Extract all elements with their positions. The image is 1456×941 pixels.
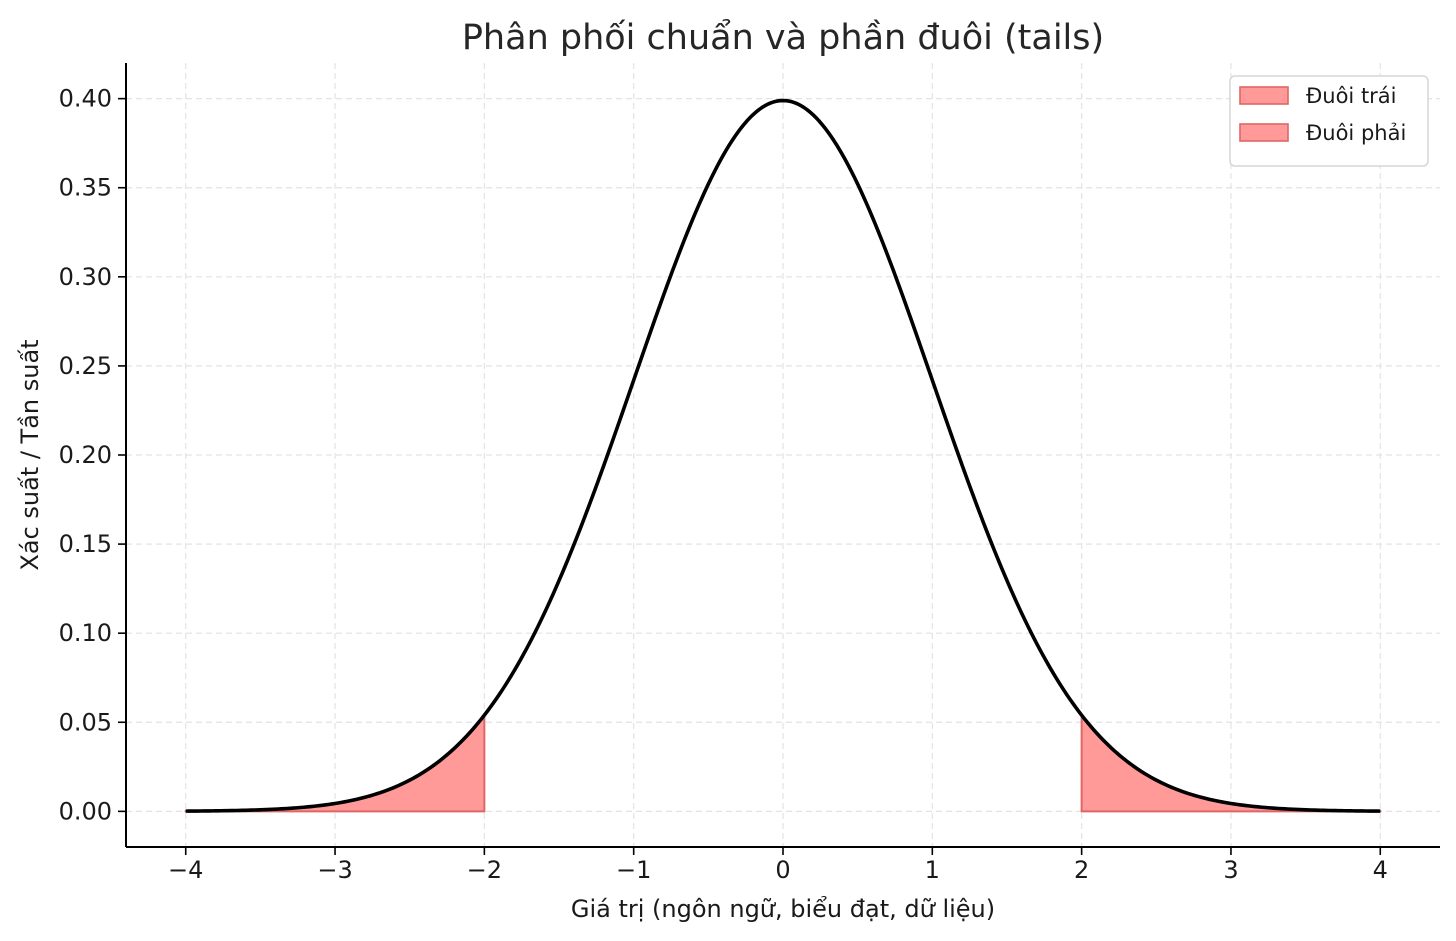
x-tick-label-5: 1 bbox=[925, 856, 940, 884]
y-tick-label-2: 0.10 bbox=[59, 619, 112, 647]
y-ticks: 0.00 0.05 0.10 0.15 0.20 0.25 0.30 0.35 0.40 bbox=[59, 85, 126, 825]
y-tick-label-7: 0.35 bbox=[59, 174, 112, 202]
x-ticks: −4 −3 −2 −1 0 1 2 3 4 bbox=[168, 847, 1388, 884]
y-tick-label-3: 0.15 bbox=[59, 530, 112, 558]
x-axis-label: Giá trị (ngôn ngữ, biểu đạt, dữ liệu) bbox=[571, 895, 995, 923]
y-tick-label-8: 0.40 bbox=[59, 85, 112, 113]
legend-label-0: Đuôi trái bbox=[1306, 84, 1397, 108]
y-tick-label-4: 0.20 bbox=[59, 441, 112, 469]
x-tick-label-6: 2 bbox=[1074, 856, 1089, 884]
x-tick-label-1: −3 bbox=[317, 856, 352, 884]
x-tick-label-8: 4 bbox=[1373, 856, 1388, 884]
y-tick-label-6: 0.30 bbox=[59, 263, 112, 291]
y-tick-label-5: 0.25 bbox=[59, 352, 112, 380]
legend: Đuôi trái Đuôi phải bbox=[1229, 75, 1429, 167]
x-tick-label-7: 3 bbox=[1223, 856, 1238, 884]
legend-swatch-1 bbox=[1239, 123, 1289, 142]
y-tick-label-0: 0.00 bbox=[59, 797, 112, 825]
x-tick-label-4: 0 bbox=[775, 856, 790, 884]
normal-curve bbox=[185, 98, 1381, 813]
grid bbox=[126, 63, 1440, 847]
x-tick-label-0: −4 bbox=[168, 856, 203, 884]
x-tick-label-2: −2 bbox=[467, 856, 502, 884]
chart-title: Phân phối chuẩn và phần đuôi (tails) bbox=[462, 17, 1104, 58]
legend-label-1: Đuôi phải bbox=[1306, 121, 1406, 145]
x-tick-label-3: −1 bbox=[616, 856, 651, 884]
legend-swatch-0 bbox=[1239, 86, 1289, 105]
y-axis-label: Xác suất / Tần suất bbox=[16, 339, 44, 570]
y-tick-label-1: 0.05 bbox=[59, 708, 112, 736]
